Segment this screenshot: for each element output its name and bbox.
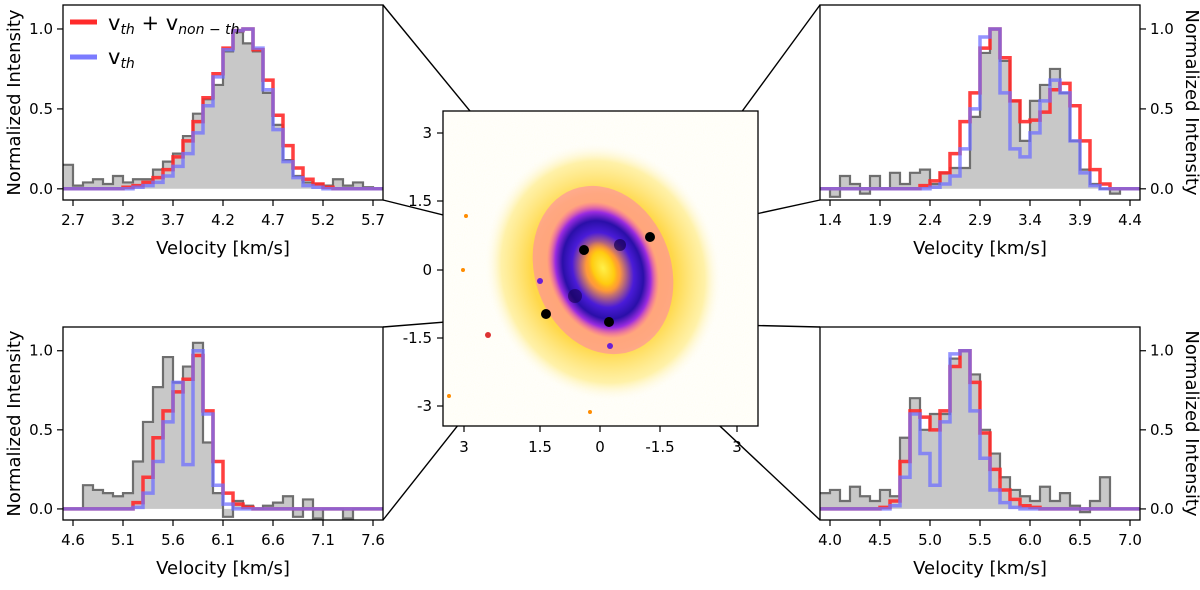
x-axis-label: Velocity [km/s] <box>913 558 1047 579</box>
y-tick-label: 0.0 <box>1150 500 1174 518</box>
y-tick-label: 0.0 <box>29 500 53 518</box>
marker-bottom-left <box>541 309 551 319</box>
x-tick-label: 7.1 <box>311 531 335 549</box>
y-axis: 0.0 0.5 1.0 <box>29 342 63 518</box>
intensity-map: 3 1.5 0 -1.5 3 3 1.5 0 -1.5 -3 <box>403 110 759 456</box>
map-y-tick-label: 0 <box>422 261 432 279</box>
y-axis-label: Normalized Intensity <box>4 9 25 195</box>
legend-label-thermal-nonthermal: vth + vnon − th <box>108 11 240 38</box>
x-tick-label: 2.9 <box>968 211 992 229</box>
y-axis: 0.0 0.5 1.0 <box>29 20 63 198</box>
map-x-tick-label: 3 <box>459 438 469 456</box>
map-x-tick-label: 0 <box>595 438 605 456</box>
x-tick-label: 6.1 <box>211 531 235 549</box>
x-tick-label: 2.4 <box>918 211 942 229</box>
y-axis-label: Normalized Intensity <box>4 330 25 516</box>
x-tick-label: 2.7 <box>61 211 85 229</box>
x-tick-label: 6.6 <box>261 531 285 549</box>
y-tick-label: 1.0 <box>1150 20 1174 38</box>
x-tick-label: 5.5 <box>968 531 992 549</box>
x-tick-label: 4.6 <box>61 531 85 549</box>
x-tick-label: 4.2 <box>211 211 235 229</box>
x-axis: 4.0 4.5 5.0 5.5 6.0 6.5 7.0 <box>818 520 1142 549</box>
y-tick-label: 0.5 <box>1150 100 1174 118</box>
y-tick-label: 1.0 <box>1150 342 1174 360</box>
y-tick-label: 0.0 <box>1150 180 1174 198</box>
series-thermal <box>63 348 383 511</box>
marker-top-left <box>579 245 589 255</box>
x-axis-label: Velocity [km/s] <box>156 558 290 579</box>
x-tick-label: 4.4 <box>1118 211 1142 229</box>
x-axis: 1.4 1.9 2.4 2.9 3.4 3.9 4.4 <box>818 200 1142 229</box>
x-tick-label: 1.9 <box>868 211 892 229</box>
y-tick-label: 1.0 <box>29 342 53 360</box>
x-tick-label: 4.5 <box>868 531 892 549</box>
series-thermal <box>63 27 383 191</box>
x-axis: 2.7 3.2 3.7 4.2 4.7 5.2 5.7 <box>61 200 385 229</box>
x-tick-label: 5.1 <box>111 531 135 549</box>
position-markers <box>541 232 655 327</box>
x-axis-label: Velocity [km/s] <box>913 238 1047 259</box>
map-x-tick-label: -1.5 <box>645 438 674 456</box>
y-axis-label: Normalized Intensity <box>1181 330 1200 516</box>
legend: vth + vnon − th vth <box>70 11 240 72</box>
observed-fill <box>63 342 383 519</box>
y-tick-label: 0.5 <box>29 100 53 118</box>
observed-spectrum <box>820 349 1140 514</box>
x-tick-label: 6.5 <box>1068 531 1092 549</box>
x-tick-label: 6.0 <box>1018 531 1042 549</box>
x-tick-label: 3.9 <box>1068 211 1092 229</box>
series-thermal <box>820 348 1140 511</box>
x-tick-label: 5.2 <box>311 211 335 229</box>
x-tick-label: 3.2 <box>111 211 135 229</box>
observed-fill <box>63 32 383 189</box>
x-tick-label: 7.0 <box>1118 531 1142 549</box>
y-axis-label: Normalized Intensity <box>1181 9 1200 195</box>
series-thermal <box>820 27 1140 191</box>
y-tick-label: 0.0 <box>29 180 53 198</box>
map-y-ticks: 3 1.5 0 -1.5 -3 <box>403 124 443 415</box>
observed-spectrum <box>63 341 383 520</box>
y-tick-label: 0.5 <box>29 421 53 439</box>
marker-top-right <box>645 232 655 242</box>
x-tick-label: 4.7 <box>261 211 285 229</box>
x-tick-label: 5.7 <box>361 211 385 229</box>
legend-label-thermal: vth <box>108 45 135 72</box>
x-tick-label: 1.4 <box>818 211 842 229</box>
x-tick-label: 7.6 <box>361 531 385 549</box>
x-tick-label: 4.0 <box>818 531 842 549</box>
y-tick-label: 0.5 <box>1150 421 1174 439</box>
x-tick-label: 5.6 <box>161 531 185 549</box>
map-y-tick-label: 3 <box>422 124 432 142</box>
x-axis: 4.6 5.1 5.6 6.1 6.6 7.1 7.6 <box>61 520 385 549</box>
map-y-tick-label: 1.5 <box>408 192 432 210</box>
x-tick-label: 3.4 <box>1018 211 1042 229</box>
y-axis: 0.0 0.5 1.0 <box>1140 342 1174 518</box>
map-x-tick-label: 3 <box>732 438 742 456</box>
marker-bottom-right <box>604 317 614 327</box>
map-x-ticks: 3 1.5 0 -1.5 3 <box>459 426 742 456</box>
x-axis-label: Velocity [km/s] <box>156 238 290 259</box>
map-y-tick-label: -3 <box>417 397 432 415</box>
y-axis: 0.0 0.5 1.0 <box>1140 20 1174 198</box>
y-tick-label: 1.0 <box>29 20 53 38</box>
map-y-tick-label: -1.5 <box>403 329 432 347</box>
map-x-tick-label: 1.5 <box>528 438 552 456</box>
x-tick-label: 5.0 <box>918 531 942 549</box>
x-tick-label: 3.7 <box>161 211 185 229</box>
